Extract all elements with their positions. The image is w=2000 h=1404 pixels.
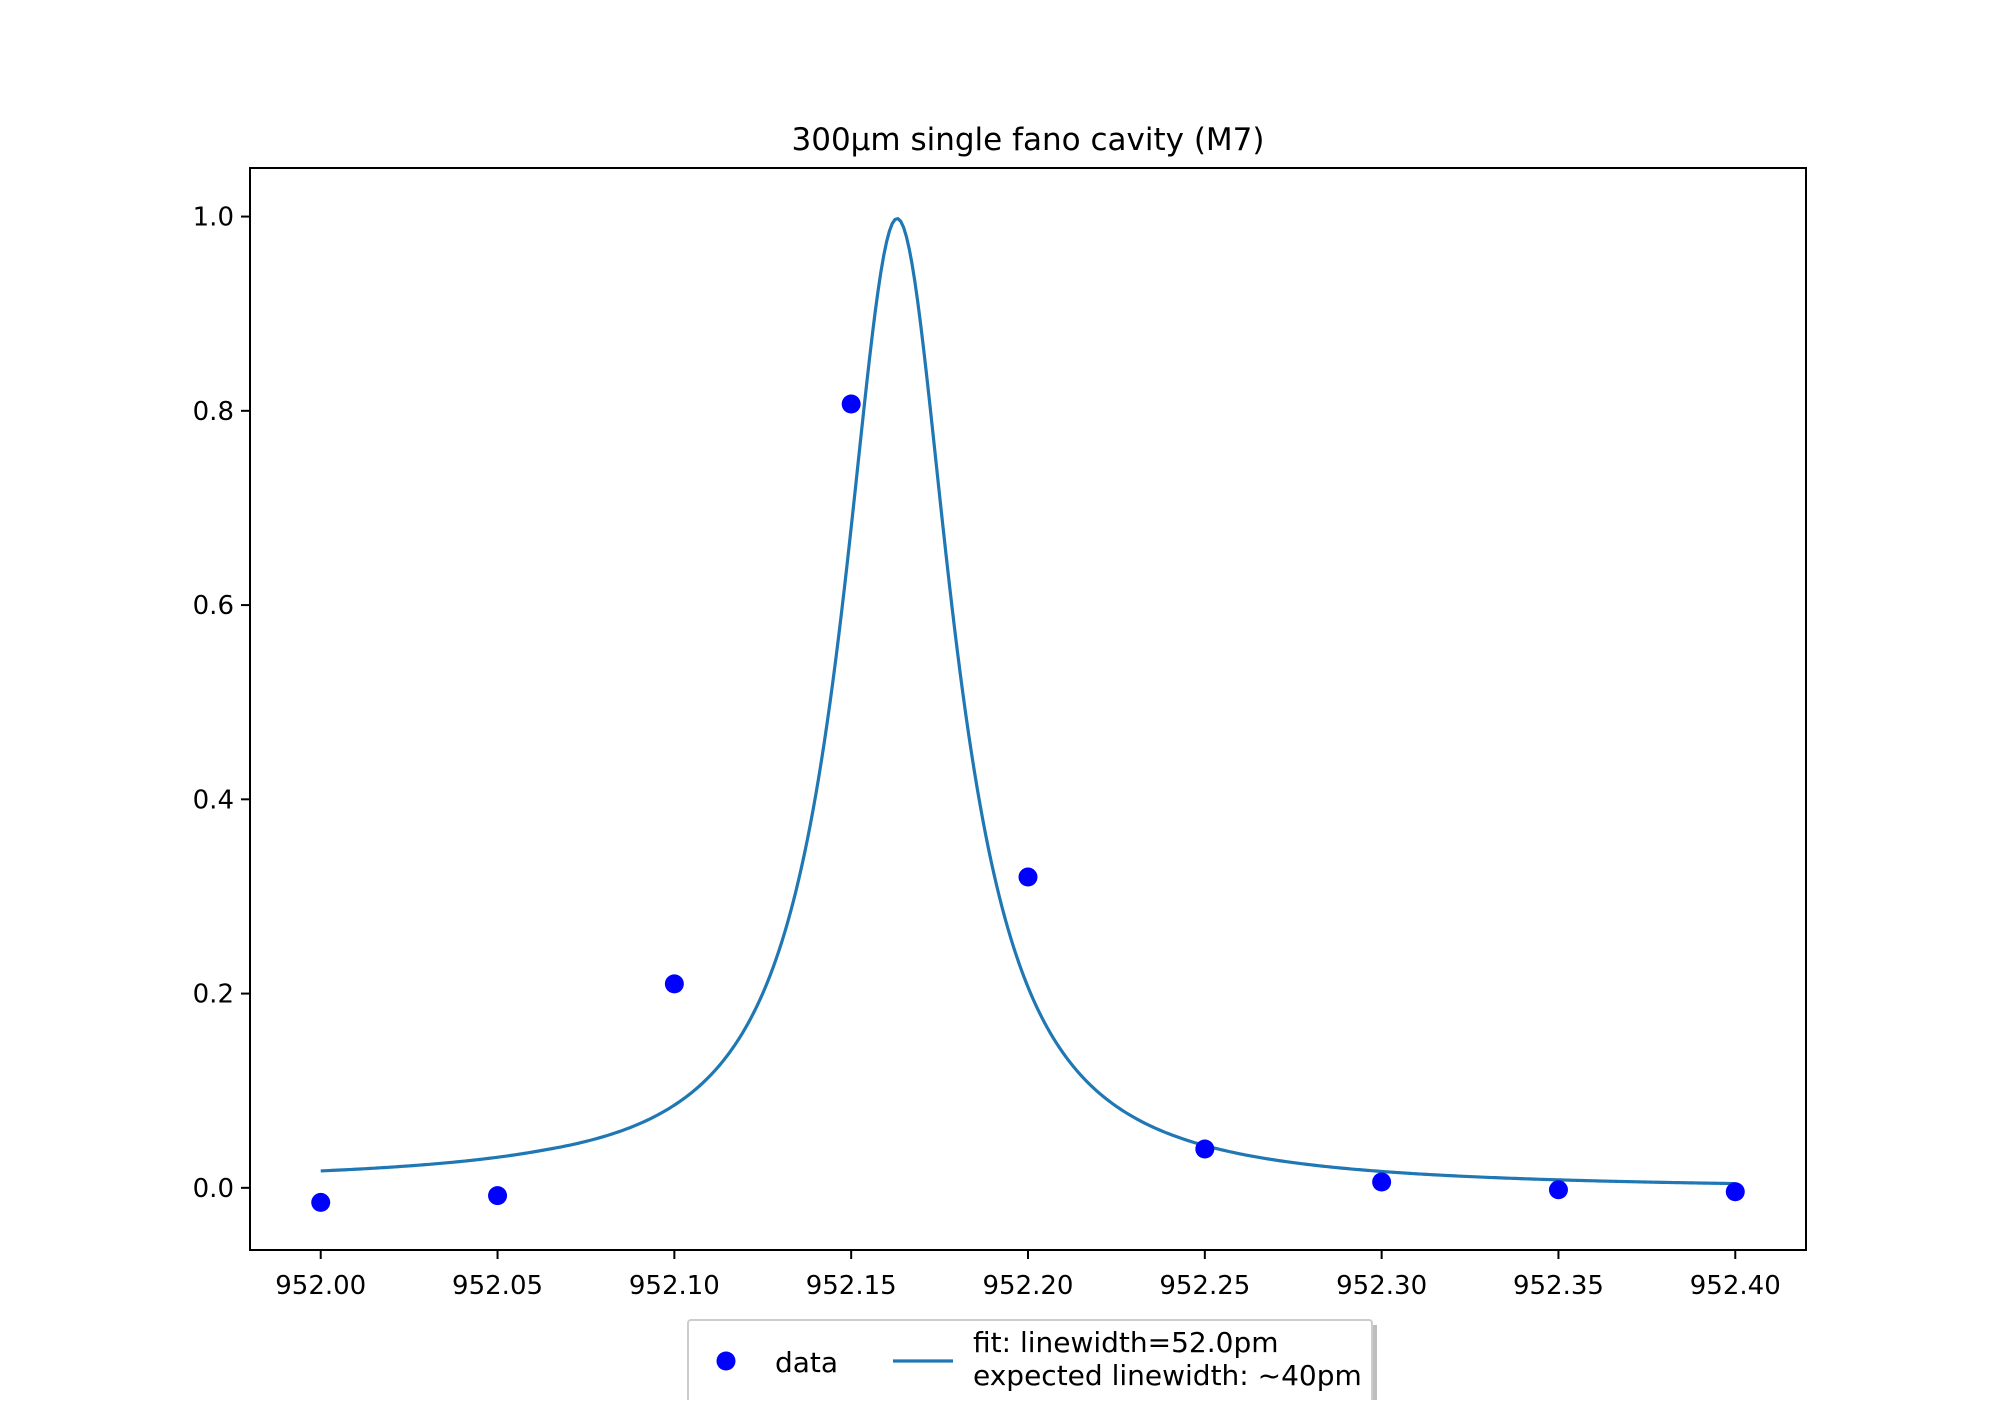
x-tick-label: 952.15 [806, 1271, 897, 1301]
y-tick-label: 0.8 [193, 397, 234, 427]
x-tick-label: 952.25 [1159, 1271, 1250, 1301]
x-tick-label: 952.35 [1513, 1271, 1604, 1301]
data-points [311, 394, 1745, 1212]
legend: data fit: linewidth=52.0pm expected line… [687, 1319, 1377, 1404]
x-tick-label: 952.10 [629, 1271, 720, 1301]
x-axis-ticks: 952.00 952.05 952.10 952.15 952.20 952.25 952.… [275, 1250, 1781, 1301]
data-point [1548, 1180, 1568, 1200]
y-tick-label: 0.0 [193, 1174, 234, 1204]
fit-curve [320, 216, 1736, 1186]
x-tick-label: 952.05 [452, 1271, 543, 1301]
data-point [841, 394, 861, 414]
legend-data-label: data [775, 1346, 838, 1379]
data-point [664, 974, 684, 994]
x-tick-label: 952.30 [1336, 1271, 1427, 1301]
data-point [1372, 1172, 1392, 1192]
x-tick-label: 952.00 [275, 1271, 366, 1301]
axes-frame [249, 167, 1807, 1251]
data-point [1018, 867, 1038, 887]
x-tick-label: 952.20 [983, 1271, 1074, 1301]
y-tick-label: 1.0 [193, 203, 234, 233]
legend-fit-label-line2: expected linewidth: ~40pm [973, 1359, 1362, 1392]
data-point [1195, 1139, 1215, 1159]
y-tick-label: 0.6 [193, 591, 234, 621]
y-axis-ticks: 0.0 0.2 0.4 0.6 0.8 1.0 [193, 203, 250, 1204]
data-point [1725, 1182, 1745, 1202]
y-tick-label: 0.4 [193, 785, 234, 815]
data-point [488, 1186, 508, 1206]
y-tick-label: 0.2 [193, 980, 234, 1010]
legend-fit-label: fit: linewidth=52.0pm [973, 1326, 1279, 1359]
x-tick-label: 952.40 [1690, 1271, 1781, 1301]
data-point [311, 1192, 331, 1212]
plot-area: 952.00 952.05 952.10 952.15 952.20 952.25 952.… [193, 167, 1807, 1301]
chart-title: 300µm single fano cavity (M7) [792, 122, 1265, 158]
legend-data-marker [716, 1351, 736, 1371]
